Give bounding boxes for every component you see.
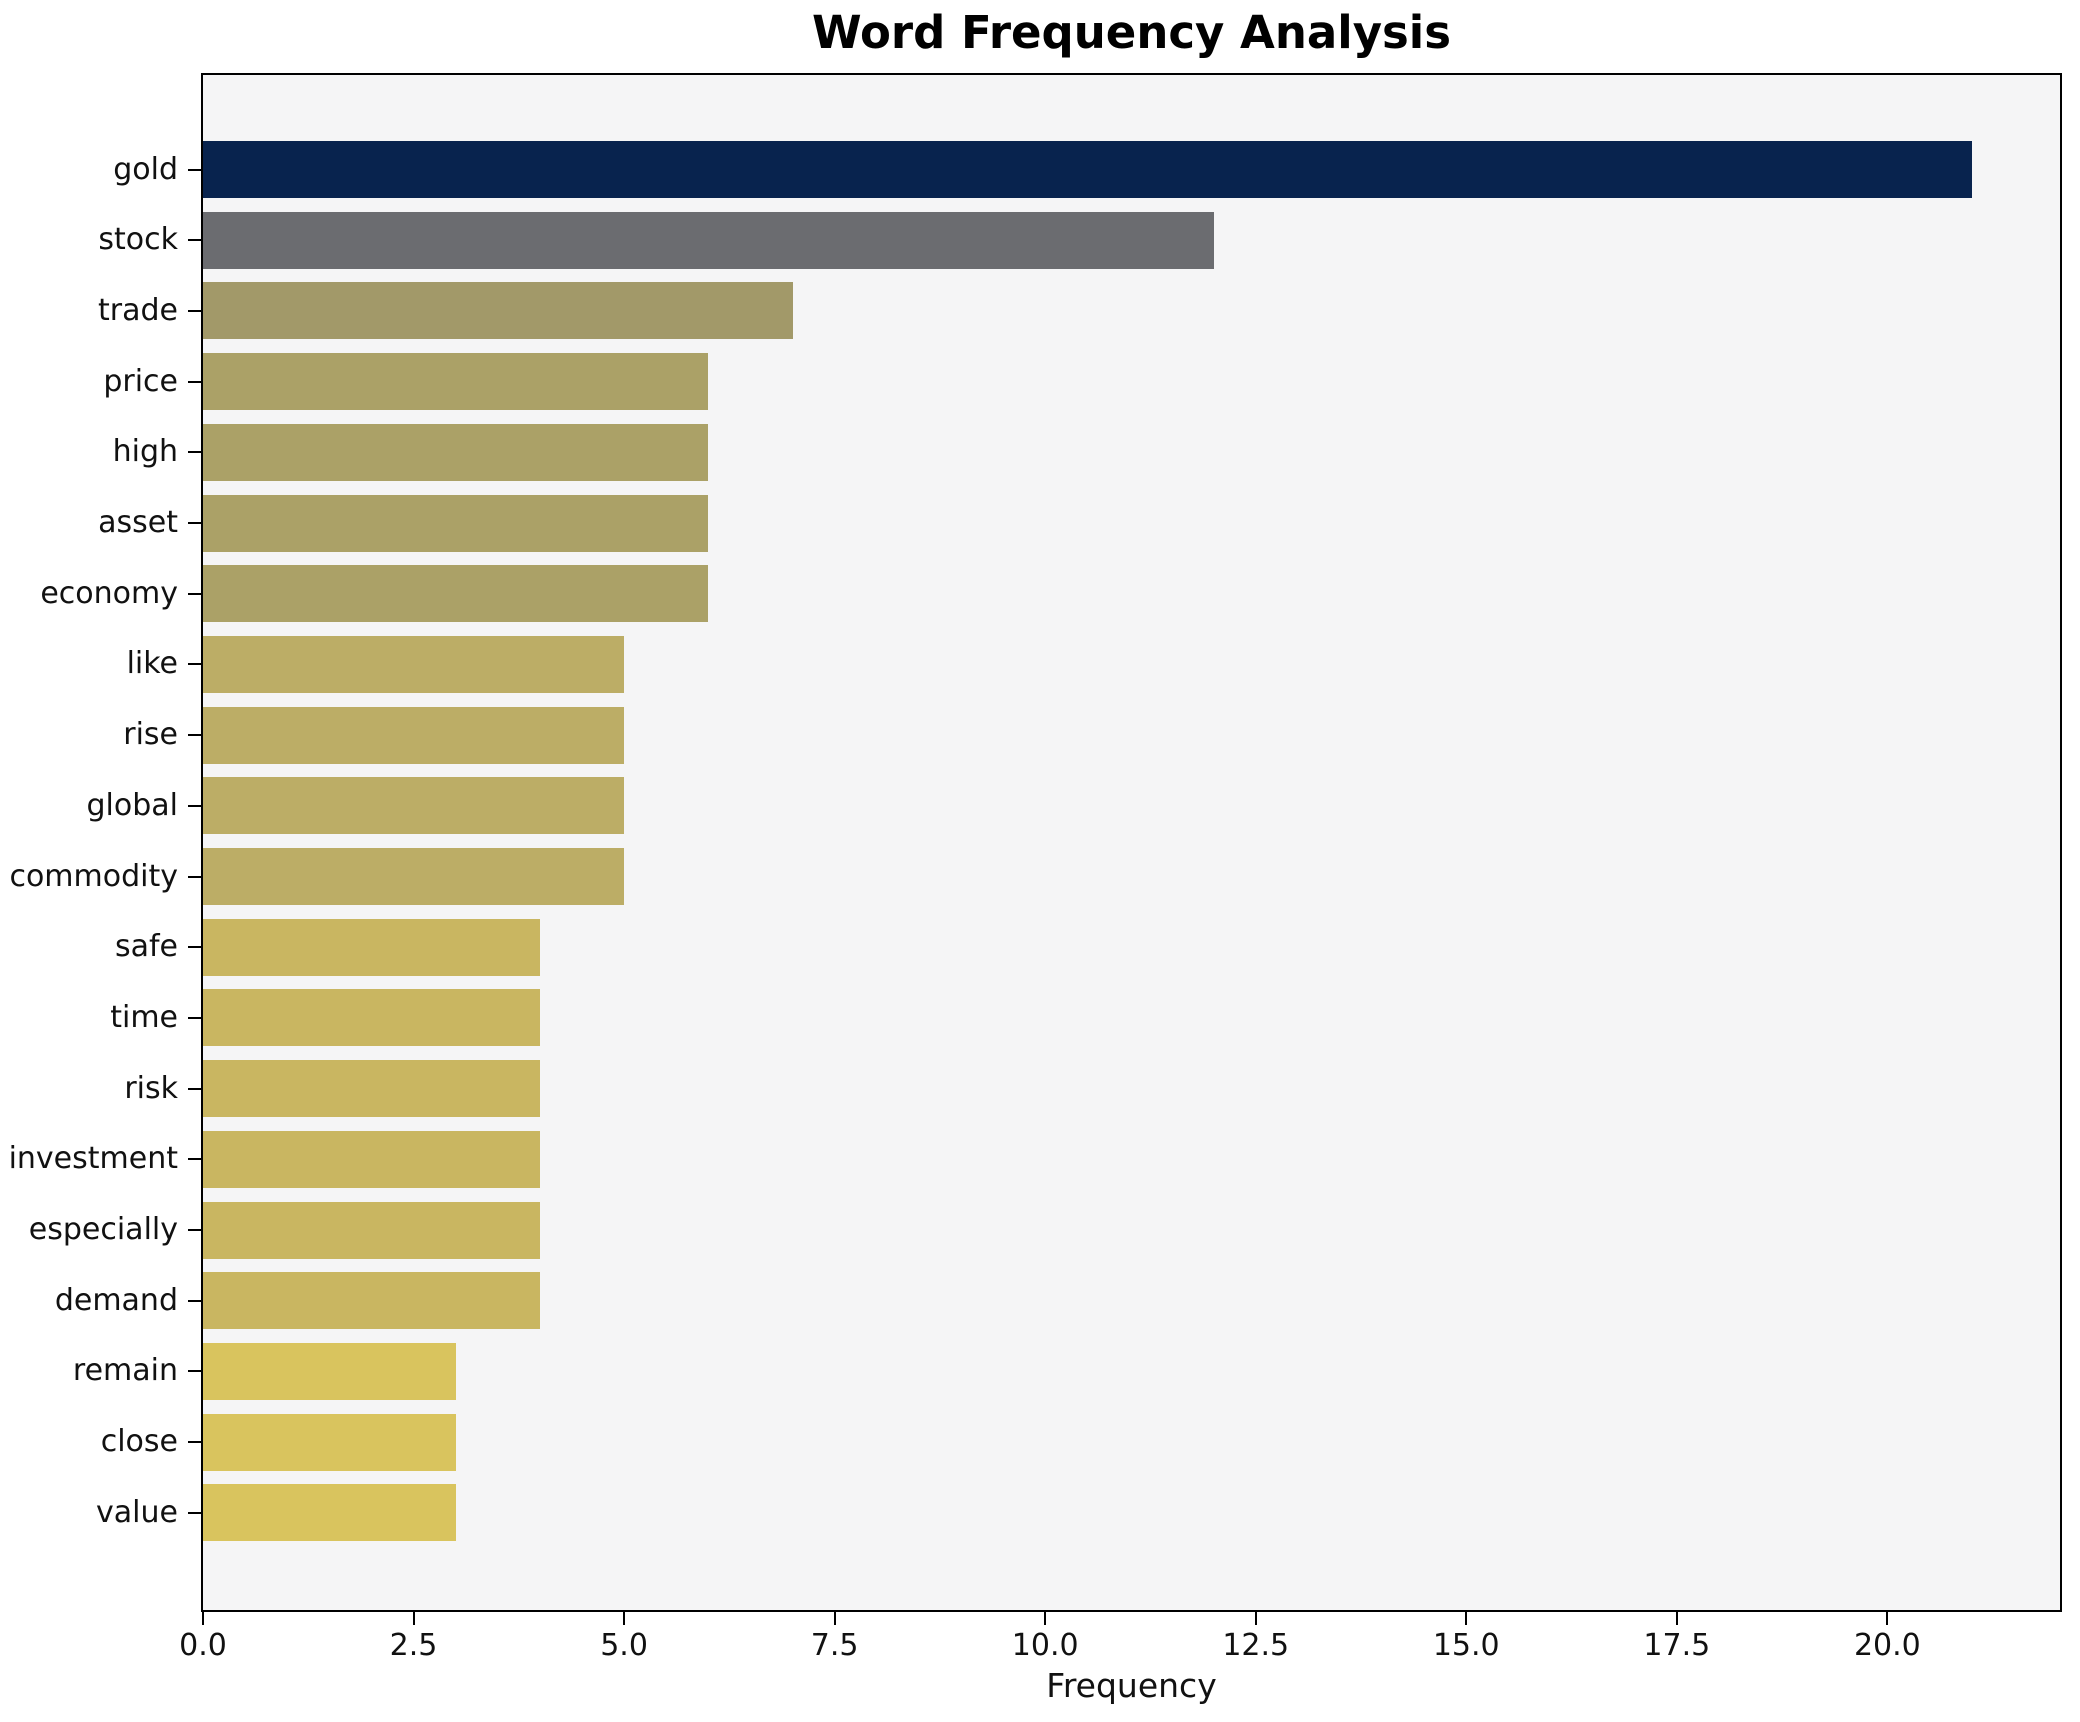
ytick-mark bbox=[188, 1511, 201, 1514]
ytick-label-trade: trade bbox=[98, 292, 178, 328]
xtick-label-5.0: 5.0 bbox=[600, 1628, 648, 1663]
ytick-label-commodity: commodity bbox=[9, 858, 178, 894]
ytick-mark bbox=[188, 1441, 201, 1444]
bar-value bbox=[203, 1484, 456, 1542]
xtick-label-17.5: 17.5 bbox=[1643, 1628, 1711, 1663]
ytick-mark bbox=[188, 1299, 201, 1302]
bar-safe bbox=[203, 918, 540, 976]
ytick-label-investment: investment bbox=[8, 1141, 178, 1177]
ytick-label-close: close bbox=[100, 1424, 178, 1460]
ytick-label-value: value bbox=[96, 1494, 178, 1530]
xtick-mark bbox=[202, 1612, 204, 1625]
bar-economy bbox=[203, 565, 709, 623]
bar-time bbox=[203, 989, 540, 1047]
ytick-label-especially: especially bbox=[28, 1212, 178, 1247]
ytick-label-rise: rise bbox=[123, 717, 178, 753]
ytick-label-asset: asset bbox=[98, 505, 178, 540]
bar-gold bbox=[203, 141, 1972, 198]
ytick-mark bbox=[188, 451, 201, 454]
xtick-mark bbox=[1044, 1612, 1047, 1625]
ytick-mark bbox=[188, 522, 201, 524]
bar-like bbox=[203, 635, 625, 693]
ytick-mark bbox=[188, 1087, 201, 1090]
chart-title: Word Frequency Analysis bbox=[811, 6, 1452, 59]
ytick-label-demand: demand bbox=[54, 1282, 178, 1318]
ytick-mark bbox=[188, 380, 201, 383]
bar-rise bbox=[203, 706, 625, 764]
ytick-mark bbox=[188, 592, 201, 595]
ytick-mark bbox=[188, 168, 201, 171]
bar-global bbox=[203, 777, 625, 835]
bar-remain bbox=[203, 1342, 456, 1400]
ytick-mark bbox=[188, 1229, 201, 1231]
ytick-label-time: time bbox=[110, 999, 178, 1035]
ytick-label-stock: stock bbox=[98, 222, 178, 258]
xtick-label-15.0: 15.0 bbox=[1432, 1628, 1500, 1663]
xtick-mark bbox=[1465, 1612, 1468, 1625]
xtick-mark bbox=[1254, 1612, 1257, 1625]
xtick-mark bbox=[623, 1612, 626, 1625]
xtick-label-12.5: 12.5 bbox=[1222, 1628, 1290, 1663]
bar-trade bbox=[203, 282, 793, 340]
ytick-mark bbox=[188, 239, 201, 242]
xtick-label-20.0: 20.0 bbox=[1853, 1628, 1921, 1663]
ytick-mark bbox=[188, 804, 201, 807]
bar-especially bbox=[203, 1201, 540, 1259]
ytick-label-gold: gold bbox=[113, 151, 178, 187]
xtick-label-10.0: 10.0 bbox=[1011, 1628, 1079, 1663]
ytick-label-like: like bbox=[126, 646, 178, 682]
ytick-label-price: price bbox=[103, 363, 178, 399]
xtick-label-2.5: 2.5 bbox=[389, 1628, 438, 1663]
xtick-mark bbox=[833, 1612, 836, 1625]
ytick-mark bbox=[188, 1370, 201, 1373]
bar-stock bbox=[203, 211, 1214, 269]
ytick-label-high: high bbox=[112, 434, 178, 470]
xtick-label-7.5: 7.5 bbox=[810, 1628, 859, 1663]
ytick-mark bbox=[188, 875, 201, 878]
bar-asset bbox=[203, 494, 709, 552]
ytick-mark bbox=[188, 663, 201, 666]
xtick-mark bbox=[412, 1612, 415, 1625]
ytick-label-risk: risk bbox=[124, 1070, 178, 1106]
bar-demand bbox=[203, 1272, 540, 1330]
bar-investment bbox=[203, 1130, 540, 1188]
ytick-label-economy: economy bbox=[40, 575, 178, 611]
bar-high bbox=[203, 423, 709, 481]
ytick-mark bbox=[188, 1158, 201, 1161]
ytick-label-remain: remain bbox=[72, 1353, 178, 1389]
ytick-mark bbox=[188, 309, 201, 312]
xtick-mark bbox=[1675, 1612, 1678, 1625]
ytick-mark bbox=[188, 1016, 201, 1019]
ytick-label-safe: safe bbox=[114, 929, 178, 965]
xtick-label-0.0: 0.0 bbox=[179, 1628, 227, 1663]
xtick-mark bbox=[1886, 1612, 1889, 1625]
ytick-label-global: global bbox=[86, 787, 179, 823]
x-axis-title: Frequency bbox=[1046, 1666, 1217, 1705]
ytick-mark bbox=[188, 734, 201, 737]
bar-commodity bbox=[203, 848, 625, 905]
ytick-mark bbox=[188, 946, 201, 949]
bar-risk bbox=[203, 1060, 540, 1118]
bar-close bbox=[203, 1413, 456, 1471]
bar-price bbox=[203, 353, 709, 411]
